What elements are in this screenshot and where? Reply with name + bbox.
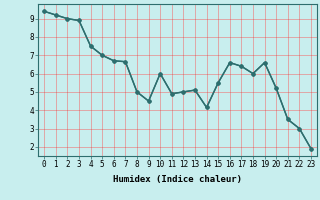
X-axis label: Humidex (Indice chaleur): Humidex (Indice chaleur) [113, 175, 242, 184]
